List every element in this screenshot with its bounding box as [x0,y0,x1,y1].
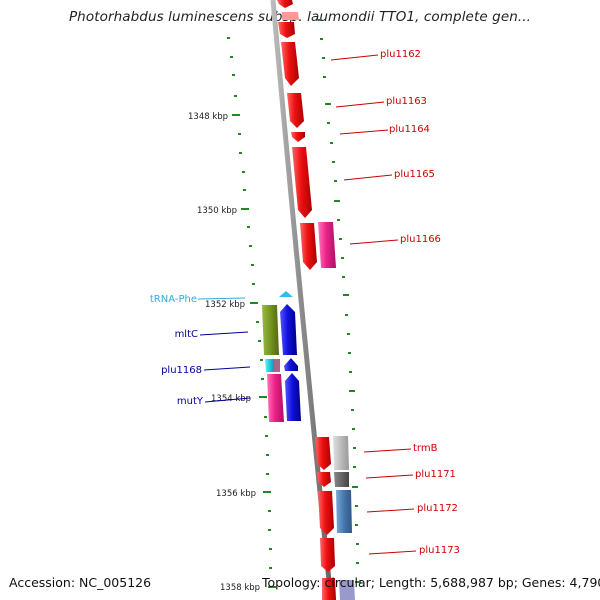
cds-arrow[interactable] [339,580,355,600]
gene-label-plu1166[interactable]: plu1166 [400,234,441,245]
cds-arrow[interactable] [318,491,334,535]
cds-arrow[interactable] [320,538,335,572]
leader-line [368,550,417,555]
cds-arrow[interactable] [322,578,336,600]
cds-arrow[interactable] [317,472,331,487]
gene-label-plu1162[interactable]: plu1162 [380,49,421,60]
cds-arrow[interactable] [277,0,293,8]
leader-line [365,474,414,479]
cds-arrow[interactable] [274,359,280,372]
ruler-label-1358: 1358 kbp [220,583,260,593]
cds-arrow[interactable] [267,374,284,422]
ruler-ticks [227,19,361,588]
leader-line [330,54,379,61]
cds-arrow[interactable] [287,93,304,128]
genome-stats-text: Topology: circular; Length: 5,688,987 bp… [262,575,600,590]
gene-label-plu1172[interactable]: plu1172 [417,503,458,514]
leader-line [335,101,385,108]
leader-line [199,331,249,336]
cds-reverse-track[interactable] [262,291,301,422]
leader-line [197,297,246,300]
cds-arrow[interactable] [285,373,301,421]
accession-text: Accession: NC_005126 [9,575,152,590]
gene-label-trna-phe[interactable]: tRNA-Phe [150,294,197,305]
cds-arrow[interactable] [336,490,352,533]
ruler-label-1348: 1348 kbp [188,112,228,122]
cds-arrow[interactable] [282,12,299,20]
gene-label-plu1163[interactable]: plu1163 [386,96,427,107]
cds-arrow[interactable] [265,359,274,372]
gene-label-plu1164[interactable]: plu1164 [389,124,430,135]
ruler-label-1352: 1352 kbp [205,300,245,310]
cds-arrow[interactable] [280,304,297,355]
ruler-label-1354: 1354 kbp [211,394,251,404]
cds-arrow[interactable] [300,223,317,270]
map-title: Photorhabdus luminescens subsp. laumondi… [68,9,532,25]
cds-arrow[interactable] [334,472,349,487]
cds-arrow[interactable] [262,305,279,355]
left-labels [197,297,251,403]
cds-arrow[interactable] [315,437,331,470]
leader-line [203,366,251,371]
right-labels [330,54,417,555]
cds-arrow[interactable] [333,436,349,470]
cds-arrow[interactable] [284,358,298,371]
gene-label-plu1168[interactable]: plu1168 [161,365,202,376]
cds-forward-track[interactable] [277,0,355,600]
ruler-label-1356: 1356 kbp [216,489,256,499]
cds-arrow[interactable] [278,22,295,38]
cds-arrow[interactable] [291,132,305,142]
leader-line [363,448,412,453]
cds-arrow[interactable] [318,222,336,268]
leader-line [204,397,251,403]
ruler-label-1350: 1350 kbp [197,206,237,216]
leader-line [349,239,399,245]
leader-line [366,508,415,513]
leader-line [343,174,393,181]
gene-label-mltC[interactable]: mltC [175,329,198,340]
gene-label-plu1165[interactable]: plu1165 [394,169,435,180]
gene-label-mutY[interactable]: mutY [177,396,204,407]
gene-label-plu1173[interactable]: plu1173 [419,545,460,556]
trna-arrow[interactable] [279,291,293,297]
gene-label-plu1171[interactable]: plu1171 [415,469,456,480]
leader-line [339,129,389,135]
gene-label-trmB[interactable]: trmB [413,443,438,454]
cds-arrow[interactable] [281,42,299,86]
cds-arrow[interactable] [292,147,312,218]
